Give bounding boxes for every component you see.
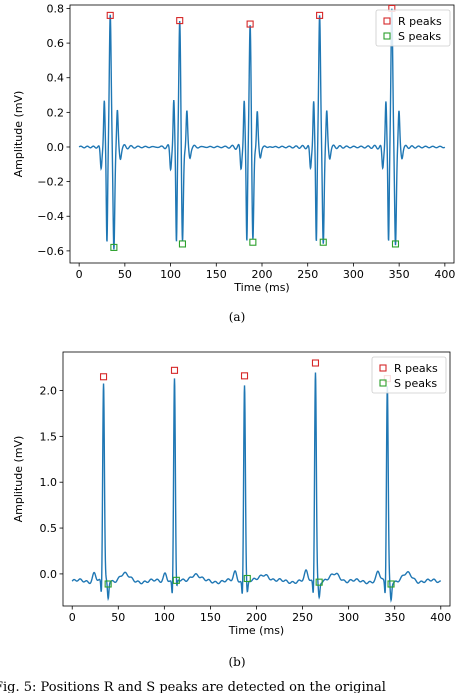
legend-r-peaks-label: R peaks: [398, 15, 442, 28]
ecg-signal-line: [71, 372, 442, 603]
x-tick-label: 200: [246, 611, 267, 624]
x-tick-label: 0: [76, 268, 83, 281]
s-peaks-marker: [315, 578, 323, 586]
y-tick-label: 1.5: [40, 430, 58, 443]
legend-s-peaks-swatch: [383, 32, 391, 40]
ecg-signal-line: [78, 8, 446, 250]
y-tick-label: 0.2: [47, 106, 65, 119]
x-tick-label: 200: [252, 268, 273, 281]
legend-s-peaks-label: S peaks: [394, 377, 437, 390]
x-tick-label: 350: [384, 611, 405, 624]
x-axis-label: Time (ms): [233, 281, 289, 294]
legend-box: [375, 9, 451, 47]
figure-caption: Fig. 5: Positions R and S peaks are dete…: [0, 680, 386, 693]
subfigure-label-b: (b): [228, 655, 245, 669]
y-tick-label: −0.2: [37, 176, 64, 189]
s-peaks-marker: [391, 240, 400, 248]
s-peaks-marker: [178, 240, 187, 248]
legend-r-peaks-swatch: [383, 17, 391, 25]
y-tick-label: 0.0: [47, 141, 65, 154]
y-tick-label: 0.5: [40, 522, 58, 535]
chart-a: 0 50 100 150 200 250 300 350 400 −0.6 −0.4 −0.2 0.0 0…: [12, 2, 455, 294]
r-peaks-marker: [316, 11, 324, 19]
x-tick-label: 250: [292, 611, 313, 624]
s-peaks-marker: [387, 580, 395, 588]
x-tick-label: 150: [206, 268, 227, 281]
y-tick-label: 1.0: [40, 476, 58, 489]
legend-r-peaks-label: R peaks: [394, 362, 438, 375]
y-tick-label: 0.4: [47, 72, 65, 85]
x-tick-label: 150: [200, 611, 221, 624]
r-peaks-marker: [246, 20, 254, 28]
chart-b: 0 50 100 150 200 250 300 350 400 0.0 0.5 1.0 1.5 2.0 T…: [12, 351, 451, 637]
x-tick-label: 0: [69, 611, 76, 624]
subfigure-label-a: (a): [229, 310, 246, 324]
x-axis-label: Time (ms): [228, 624, 284, 637]
s-peaks-marker: [110, 243, 118, 251]
y-tick-label: 0.8: [47, 2, 65, 15]
x-tick-label: 350: [389, 268, 410, 281]
x-tick-label: 50: [111, 611, 125, 624]
r-peaks-marker: [240, 372, 249, 380]
legend-r-peaks-swatch: [379, 364, 387, 372]
y-tick-label: −0.4: [37, 210, 64, 223]
r-peaks-marker: [99, 373, 108, 381]
y-axis-label: Amplitude (mV): [12, 91, 25, 178]
x-tick-label: 300: [343, 268, 364, 281]
legend-s-peaks-label: S peaks: [398, 30, 441, 43]
x-tick-label: 300: [338, 611, 359, 624]
s-peaks-marker: [104, 580, 112, 588]
s-peaks-marker: [243, 574, 251, 583]
x-tick-label: 100: [160, 268, 181, 281]
s-peaks-marker: [249, 238, 257, 246]
r-peaks-marker: [106, 11, 114, 19]
s-peaks-marker: [172, 576, 180, 584]
r-peaks-marker: [311, 359, 320, 367]
y-tick-label: 2.0: [40, 385, 58, 398]
legend-s-peaks-swatch: [379, 379, 387, 387]
x-tick-label: 400: [434, 268, 455, 281]
y-tick-label: 0.0: [40, 568, 58, 581]
y-tick-label: 0.6: [47, 37, 65, 50]
y-axis-label: Amplitude (mV): [12, 436, 25, 523]
r-peaks-marker: [170, 366, 179, 374]
r-peaks-marker: [176, 17, 184, 25]
x-tick-label: 50: [118, 268, 132, 281]
s-peaks-marker: [319, 238, 327, 246]
legend-box: [371, 356, 447, 394]
x-tick-label: 100: [154, 611, 175, 624]
y-tick-label: −0.6: [37, 245, 64, 258]
x-tick-label: 400: [430, 611, 451, 624]
x-tick-label: 250: [297, 268, 318, 281]
